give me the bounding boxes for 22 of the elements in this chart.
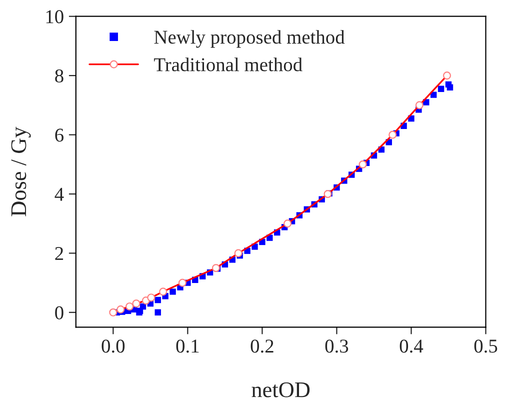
legend-label: Traditional method bbox=[154, 58, 302, 72]
point bbox=[446, 84, 454, 91]
y-tick-label: 4 bbox=[54, 188, 64, 201]
x-tick-label: 0.4 bbox=[400, 340, 424, 353]
point bbox=[438, 86, 444, 92]
y-axis-title: Dose / Gy bbox=[11, 126, 31, 216]
x-tick-label: 0.3 bbox=[325, 340, 348, 353]
x-tick-label: 0.2 bbox=[250, 340, 274, 353]
x-tick-label: 0.0 bbox=[102, 340, 125, 353]
x-tick-label: 0.1 bbox=[176, 340, 199, 353]
legend-label: Newly proposed method bbox=[154, 30, 345, 48]
y-tick-label: 8 bbox=[55, 69, 64, 83]
point bbox=[154, 296, 161, 304]
point bbox=[430, 92, 437, 98]
y-tick-label: 10 bbox=[46, 10, 64, 24]
x-axis-title: netOD bbox=[252, 382, 310, 398]
point bbox=[154, 309, 161, 316]
point bbox=[170, 288, 176, 295]
x-tick-label: 0.5 bbox=[474, 340, 498, 353]
y-tick-label: 2 bbox=[55, 247, 64, 260]
y-tick-label: 6 bbox=[55, 128, 64, 142]
y-tick-label: 0 bbox=[55, 306, 64, 320]
